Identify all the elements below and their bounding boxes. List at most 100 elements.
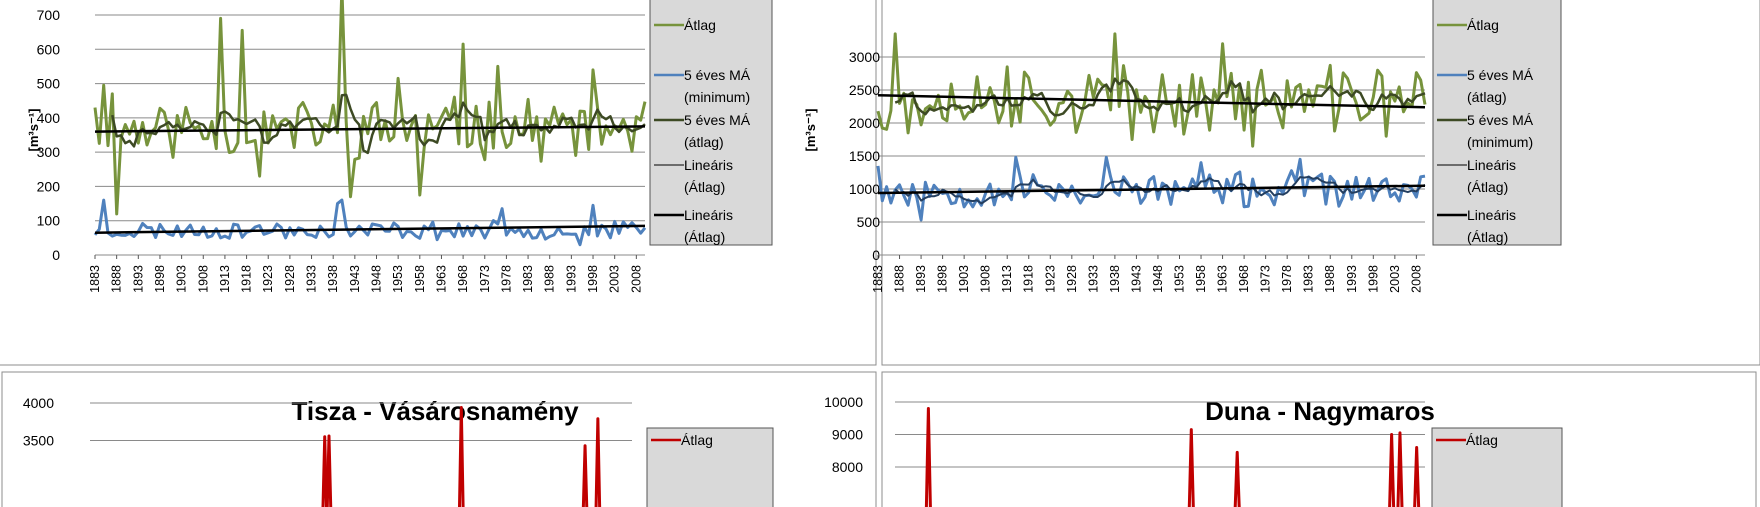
x-tick-label: 1968	[1237, 265, 1251, 293]
x-tick-label: 1918	[1022, 265, 1036, 293]
series-peak	[325, 434, 333, 507]
x-tick-label: 1933	[1086, 265, 1100, 293]
series-peak	[1388, 433, 1396, 507]
y-tick-label: 10000	[824, 394, 863, 410]
x-tick-label: 1883	[871, 265, 885, 293]
y-tick-label: 0	[872, 247, 880, 263]
x-tick-label: 1903	[175, 265, 189, 293]
x-tick-label: 1998	[586, 265, 600, 293]
x-tick-label: 1923	[261, 265, 275, 293]
y-tick-label: 3500	[23, 433, 54, 449]
legend-box	[649, 0, 773, 246]
x-tick-label: 1913	[1000, 265, 1014, 293]
y-tick-label: 3000	[849, 49, 880, 65]
series-peak	[321, 435, 328, 507]
chart-3: 8000 9000 10000 Átlag	[824, 394, 1563, 507]
x-tick-label: 1963	[434, 265, 448, 293]
x-tick-label: 1913	[218, 265, 232, 293]
series-line-5-éves-má-átlag-	[894, 77, 1426, 117]
x-tick-label: 1928	[1065, 265, 1079, 293]
y-tick-label: 4000	[23, 395, 54, 411]
series-peak	[457, 406, 465, 507]
x-tick-label: 1988	[543, 265, 557, 293]
legend-label: Átlag	[684, 17, 716, 33]
legend-label: (Átlag)	[1467, 179, 1508, 195]
y-tick-label: 0	[52, 247, 60, 263]
series-peak	[1413, 446, 1421, 507]
x-tick-label: 1978	[499, 265, 513, 293]
x-tick-label: 1993	[1345, 265, 1359, 293]
y-tick-label: 100	[37, 213, 61, 229]
x-tick-label: 1893	[914, 265, 928, 293]
x-tick-label: 1958	[1194, 265, 1208, 293]
legend-label: (Átlag)	[684, 179, 725, 195]
legend-label: (minimum)	[684, 89, 750, 105]
y-tick-label: 500	[37, 76, 61, 92]
x-tick-label: 1943	[348, 265, 362, 293]
legend-label: Átlag	[1466, 432, 1498, 448]
series-line-lineáris-átlag-	[94, 224, 646, 234]
x-tick-label: 1923	[1043, 265, 1057, 293]
x-tick-label: 1908	[979, 265, 993, 293]
legend-label: (Átlag)	[684, 229, 725, 245]
legend-label: (minimum)	[1467, 134, 1533, 150]
series-line-lineáris-átlag-	[877, 184, 1426, 195]
x-tick-label: 1948	[369, 265, 383, 293]
legend-label: (Átlag)	[1467, 229, 1508, 245]
x-tick-label: 1953	[391, 265, 405, 293]
legend-label: (átlag)	[1467, 89, 1507, 105]
chart-title-tisza-vasarosnameny: Tisza - Vásárosnamény	[291, 396, 579, 426]
x-tick-label: 1978	[1280, 265, 1294, 293]
legend-label: Lineáris	[684, 207, 733, 223]
series-peak	[1187, 428, 1195, 507]
chart-title-duna-nagymaros: Duna - Nagymaros	[1205, 396, 1435, 426]
x-tick-label: 1943	[1129, 265, 1143, 293]
y-tick-label: 600	[37, 41, 61, 57]
chart-1: 0 500 1000 1500 2000 2500 3000 1883 1888 1893 1898…	[803, 0, 1562, 293]
x-tick-label: 1938	[1108, 265, 1122, 293]
legend-label: Lineáris	[684, 157, 733, 173]
y-tick-label: 400	[37, 110, 61, 126]
x-tick-label: 1928	[283, 265, 297, 293]
x-tick-label: 2008	[1409, 265, 1423, 293]
y-tick-label: 9000	[832, 427, 863, 443]
x-tick-label: 1933	[305, 265, 319, 293]
legend-label: Lineáris	[1467, 207, 1516, 223]
y-tick-label: 1000	[849, 181, 880, 197]
y-tick-label: 1500	[849, 148, 880, 164]
x-tick-label: 1898	[936, 265, 950, 293]
series-peak	[1396, 431, 1404, 507]
x-tick-label: 1898	[153, 265, 167, 293]
x-tick-label: 1983	[1302, 265, 1316, 293]
x-tick-label: 1948	[1151, 265, 1165, 293]
chart-panel-top-right	[881, 0, 1760, 366]
x-tick-label: 1963	[1216, 265, 1230, 293]
legend-box	[1432, 0, 1562, 246]
legend-label: Lineáris	[1467, 157, 1516, 173]
y-axis-label: [m³s⁻¹]	[26, 109, 41, 152]
series-line-lineáris-átlag-	[94, 125, 646, 133]
legend-label: Átlag	[1467, 17, 1499, 33]
x-tick-label: 1903	[957, 265, 971, 293]
x-tick-label: 2008	[629, 265, 643, 293]
x-tick-label: 1973	[478, 265, 492, 293]
chart-2: 3500 4000 Átlag	[23, 395, 774, 507]
y-axis-label: [m³s⁻¹]	[803, 109, 818, 152]
x-tick-label: 1958	[413, 265, 427, 293]
series-line-átlag	[93, 0, 647, 216]
legend-label: 5 éves MÁ	[1467, 112, 1534, 128]
x-tick-label: 1888	[893, 265, 907, 293]
x-tick-label: 1953	[1172, 265, 1186, 293]
x-tick-label: 1918	[240, 265, 254, 293]
x-tick-label: 2003	[1388, 265, 1402, 293]
x-tick-label: 2003	[608, 265, 622, 293]
x-tick-label: 1908	[196, 265, 210, 293]
x-tick-label: 1938	[326, 265, 340, 293]
legend-label: (átlag)	[684, 134, 724, 150]
chart-0: 0 100 200 300 400 500 600 700 1883 1888 1893 1898 19…	[26, 0, 773, 293]
y-tick-label: 500	[857, 214, 881, 230]
series-peak	[924, 407, 932, 507]
y-tick-label: 8000	[832, 459, 863, 475]
chart-panel-bottom-right	[881, 371, 1757, 507]
series-peak	[581, 444, 589, 507]
